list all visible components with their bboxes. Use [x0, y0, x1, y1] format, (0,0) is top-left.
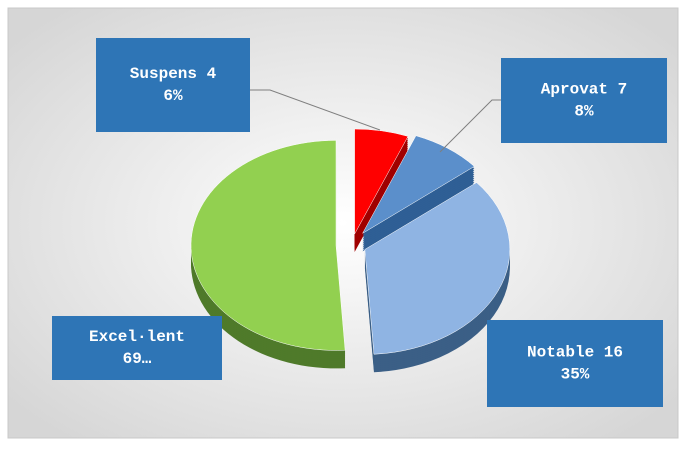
data-label: Notable 16 — [527, 344, 623, 362]
data-label: 8% — [574, 103, 594, 121]
leader-line — [250, 89, 381, 131]
data-label: Aprovat 7 — [541, 81, 627, 99]
data-label-box — [501, 58, 667, 143]
data-label-box — [96, 38, 250, 132]
data-label: Suspens 4 — [130, 65, 217, 83]
data-label: 6% — [163, 87, 183, 105]
slice — [364, 182, 511, 355]
slice — [354, 128, 409, 235]
data-label: 35% — [561, 366, 590, 384]
data-label: 69… — [123, 350, 152, 368]
leader-line — [439, 99, 501, 153]
slice — [361, 135, 475, 235]
data-label: Excel·lent — [89, 328, 185, 346]
data-label-box — [487, 320, 663, 407]
slice — [190, 140, 346, 351]
data-label-box — [52, 316, 222, 380]
